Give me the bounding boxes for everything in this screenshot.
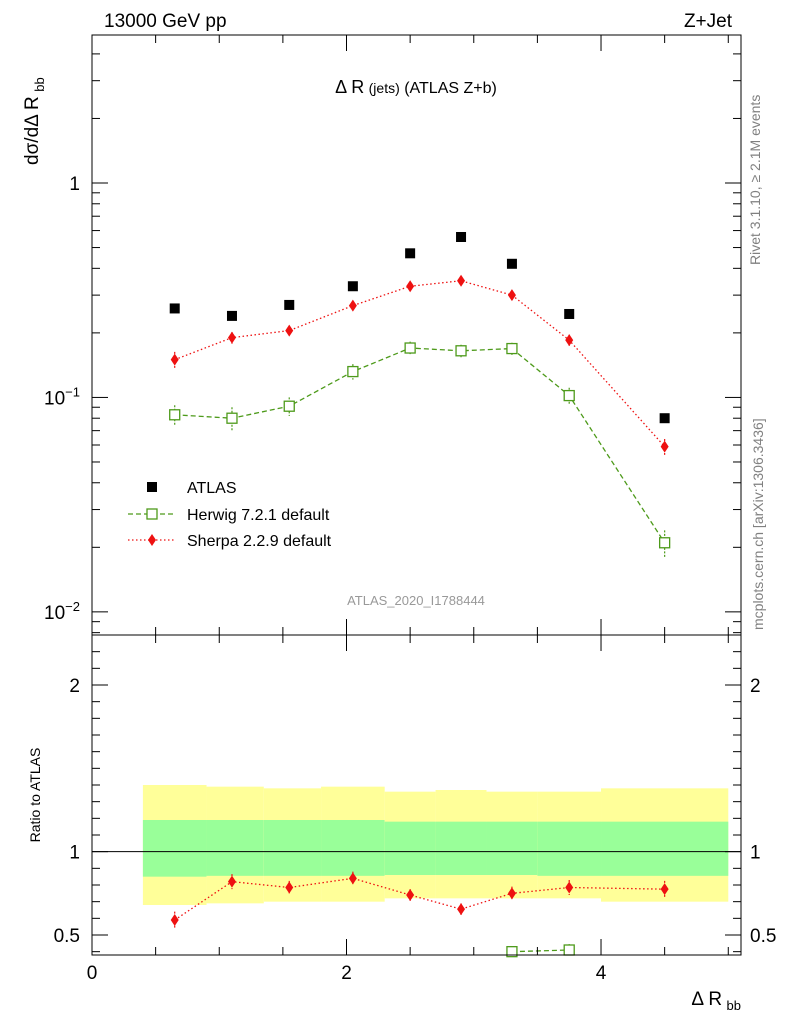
ratio-y-tick-label-right: 2 xyxy=(750,676,761,697)
legend-sherpa-marker xyxy=(148,534,156,546)
legend-herwig-marker xyxy=(146,508,158,520)
main-y-tick-label: 1 xyxy=(69,174,80,195)
ratio-band-inner xyxy=(384,821,436,875)
ratio-sherpa-point xyxy=(348,872,357,885)
main-data-layer xyxy=(169,231,671,558)
plot-title-main: Δ R xyxy=(335,77,364,97)
main-y-tick-label: 10−1 xyxy=(44,384,80,409)
main-herwig-point xyxy=(169,409,181,421)
ratio-panel: 0.5 0.5 1 1 2 2 0 2 4 Ratio to ATLAS Δ R bb xyxy=(27,634,776,1013)
main-herwig-point xyxy=(283,400,295,412)
ratio-band-inner xyxy=(601,821,729,876)
ratio-y-tick-label-right: 0.5 xyxy=(750,926,776,947)
ratio-band-inner xyxy=(537,821,602,876)
main-atlas-point xyxy=(456,231,467,242)
main-sherpa-point xyxy=(507,289,516,302)
ratio-herwig-point xyxy=(506,946,518,958)
ratio-band-inner xyxy=(321,820,385,876)
main-atlas-point xyxy=(347,281,358,292)
legend-atlas-marker xyxy=(147,482,157,492)
plot-title: Δ R (jets) (ATLAS Z+b) xyxy=(335,77,497,97)
main-y-tick-base: 1 xyxy=(69,174,80,195)
main-y-tick-base: 10 xyxy=(44,603,65,624)
main-atlas-point xyxy=(564,308,575,319)
ratio-sherpa-point xyxy=(406,889,415,901)
ratio-sherpa-line xyxy=(174,877,665,921)
ratio-sherpa-point xyxy=(660,883,669,896)
main-atlas-point xyxy=(169,303,180,314)
ratio-sherpa-point xyxy=(507,887,516,900)
x-axis-label-sub: bb xyxy=(727,998,741,1013)
legend-herwig-label: Herwig 7.2.1 default xyxy=(187,507,330,524)
main-herwig-point xyxy=(658,537,671,549)
legend-atlas-label: ATLAS xyxy=(187,480,237,497)
main-sherpa-line xyxy=(174,280,666,448)
ratio-y-tick-label: 0.5 xyxy=(54,926,80,947)
ratio-data-layer xyxy=(170,871,669,958)
main-herwig-point xyxy=(563,389,575,402)
ratio-band-inner xyxy=(486,821,538,875)
main-sherpa-point xyxy=(348,299,357,312)
legend: ATLAS Herwig 7.2.1 default Sherpa 2.2.9 de… xyxy=(128,480,332,550)
main-y-axis-label: dσ/dΔ R bb xyxy=(22,77,47,165)
main-atlas-point xyxy=(506,258,517,269)
ratio-sherpa-point xyxy=(565,881,574,894)
ratio-sherpa-point xyxy=(457,903,466,916)
main-y-axis-label-sub: bb xyxy=(32,77,47,91)
main-atlas-point xyxy=(659,413,670,424)
main-y-axis-label-main: dσ/dΔ R xyxy=(22,96,43,165)
ratio-sherpa-point xyxy=(285,881,294,894)
ratio-sherpa-point xyxy=(170,914,179,926)
main-sherpa-point xyxy=(565,334,574,347)
main-herwig-point xyxy=(347,365,359,378)
main-herwig-point xyxy=(506,342,518,355)
main-herwig-point xyxy=(455,345,467,357)
ratio-band-inner xyxy=(142,820,207,877)
ratio-uncertainty-bands xyxy=(142,785,729,905)
ratio-axis-ticks: 0.5 0.5 1 1 2 2 0 2 4 xyxy=(54,635,776,984)
ratio-y-tick-label-right: 1 xyxy=(750,843,761,864)
main-atlas-point xyxy=(405,248,416,259)
plot-title-suffix: (ATLAS Z+b) xyxy=(404,80,497,97)
main-sherpa-point xyxy=(170,353,179,366)
plot-title-sub: (jets) xyxy=(369,80,400,96)
ratio-band-inner xyxy=(206,820,264,876)
main-y-tick-exponent: −2 xyxy=(65,599,80,614)
main-y-tick-exponent: −1 xyxy=(65,384,80,399)
ratio-herwig-line xyxy=(511,949,570,953)
x-tick-label: 2 xyxy=(341,963,352,984)
mcplots-label: mcplots.cern.ch [arXiv:1306.3436] xyxy=(750,418,766,630)
main-sherpa-point xyxy=(457,274,466,287)
x-axis-label-main: Δ R xyxy=(691,989,722,1010)
main-y-tick-base: 10 xyxy=(44,388,65,409)
main-sherpa-point xyxy=(660,440,669,453)
ratio-band-inner xyxy=(263,820,322,876)
main-sherpa-point xyxy=(285,324,294,337)
legend-sherpa-label: Sherpa 2.2.9 default xyxy=(187,533,332,550)
analysis-label: ATLAS_2020_I1788444 xyxy=(347,593,485,608)
main-herwig-point xyxy=(226,412,238,424)
collision-energy-label: 13000 GeV pp xyxy=(104,11,227,32)
ratio-sherpa-point xyxy=(227,875,236,888)
x-tick-label: 4 xyxy=(596,963,607,984)
main-y-tick-label: 10−2 xyxy=(44,599,80,624)
main-herwig-point xyxy=(404,342,416,354)
process-label: Z+Jet xyxy=(684,11,733,32)
ratio-y-axis-label: Ratio to ATLAS xyxy=(27,748,43,843)
rivet-version-label: Rivet 3.1.10, ≥ 2.1M events xyxy=(747,95,763,265)
x-tick-label: 0 xyxy=(87,963,98,984)
ratio-y-tick-label: 2 xyxy=(69,676,80,697)
ratio-herwig-point xyxy=(563,944,575,956)
x-axis-label: Δ R bb xyxy=(691,989,741,1013)
main-panel: 10−210−11 Δ R (jets) (ATLAS Z+b) ATLAS_2… xyxy=(22,34,742,636)
ratio-frame xyxy=(91,634,742,956)
main-sherpa-point xyxy=(406,280,415,293)
main-atlas-point xyxy=(284,299,295,310)
main-atlas-point xyxy=(226,310,237,321)
main-sherpa-point xyxy=(227,331,236,344)
main-axis-ticks: 10−210−11 xyxy=(44,35,741,635)
ratio-y-tick-label: 1 xyxy=(69,843,80,864)
ratio-band-inner xyxy=(435,821,487,875)
